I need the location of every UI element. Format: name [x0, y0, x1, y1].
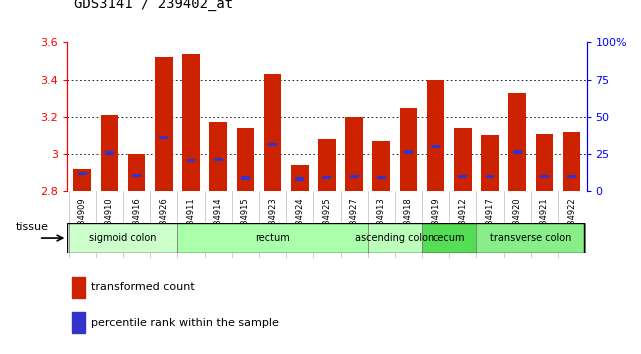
Text: tissue: tissue [16, 222, 49, 233]
Bar [563, 132, 580, 191]
Bar [535, 133, 553, 191]
Bar [399, 108, 417, 191]
Bar [241, 177, 250, 180]
Bar [377, 176, 386, 179]
Bar [567, 175, 576, 178]
Bar [101, 115, 119, 191]
Bar [368, 223, 422, 253]
Bar [237, 128, 254, 191]
Bar [72, 312, 85, 333]
Bar [160, 136, 168, 139]
Bar [128, 154, 146, 191]
Text: ascending colon: ascending colon [355, 233, 435, 243]
Bar [486, 175, 494, 178]
Text: sigmoid colon: sigmoid colon [89, 233, 157, 243]
Bar [318, 139, 336, 191]
Bar [78, 172, 87, 175]
Bar [69, 223, 178, 253]
Bar [263, 74, 281, 191]
Bar [178, 223, 368, 253]
Bar [513, 150, 522, 154]
Bar [213, 158, 222, 161]
Bar [431, 145, 440, 148]
Bar [155, 57, 172, 191]
Bar [132, 174, 141, 177]
Bar [476, 223, 585, 253]
Bar [422, 223, 476, 253]
Bar [454, 128, 472, 191]
Bar [74, 169, 91, 191]
Bar [210, 122, 227, 191]
Bar [404, 150, 413, 154]
Text: transformed count: transformed count [90, 282, 194, 292]
Text: cecum: cecum [433, 233, 465, 243]
Text: transverse colon: transverse colon [490, 233, 572, 243]
Bar [481, 135, 499, 191]
Bar [291, 165, 308, 191]
Bar [268, 143, 277, 146]
Bar [72, 277, 85, 298]
Bar [345, 117, 363, 191]
Bar [427, 80, 444, 191]
Bar [322, 176, 331, 179]
Bar [187, 159, 196, 162]
Text: percentile rank within the sample: percentile rank within the sample [90, 318, 279, 328]
Bar [458, 175, 467, 178]
Bar [540, 175, 549, 178]
Text: rectum: rectum [255, 233, 290, 243]
Bar [105, 152, 114, 155]
Bar [182, 53, 200, 191]
Bar [296, 177, 304, 181]
Bar [372, 141, 390, 191]
Bar [350, 175, 358, 178]
Text: GDS3141 / 239402_at: GDS3141 / 239402_at [74, 0, 233, 11]
Bar [508, 93, 526, 191]
